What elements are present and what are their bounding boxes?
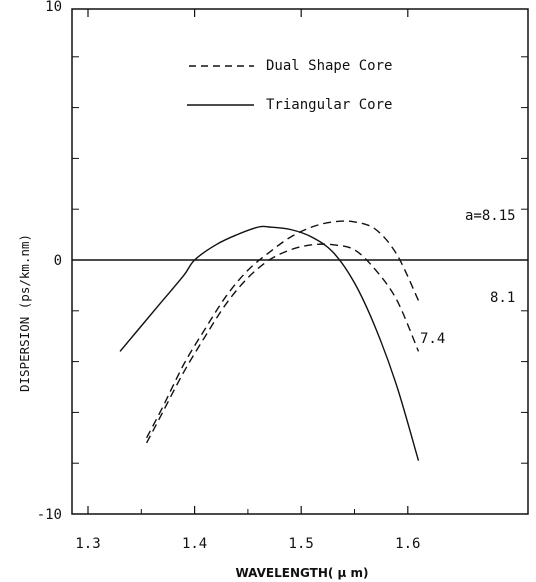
x-tick-label: 1.4 — [182, 536, 207, 552]
annotation-7-4: 7.4 — [420, 331, 445, 347]
annotation-8-1: 8.1 — [490, 290, 515, 306]
x-tick-label: 1.5 — [289, 536, 314, 552]
plot-frame — [71, 8, 529, 515]
y-tick-label: -10 — [37, 507, 62, 523]
legend-label-dual-shape: Dual Shape Core — [266, 58, 392, 74]
legend: Dual Shape Core Triangular Core — [187, 58, 392, 113]
legend-label-triangular: Triangular Core — [266, 97, 392, 113]
series-triangular-core-line — [119, 225, 420, 461]
x-tick-label: 1.3 — [75, 536, 100, 552]
series-dual-shape-8-15-line — [145, 220, 420, 439]
y-tick-label: 0 — [54, 253, 62, 269]
x-axis-label: WAVELENGTH( μ m) — [235, 566, 368, 580]
x-tick-label: 1.6 — [395, 536, 420, 552]
annotation-a-8-15: a=8.15 — [465, 208, 516, 224]
y-tick-label: 10 — [45, 0, 62, 15]
series-dual-shape-8-1-line — [145, 243, 420, 444]
y-axis-label: DISPERSION (ps/km.nm) — [17, 234, 32, 392]
